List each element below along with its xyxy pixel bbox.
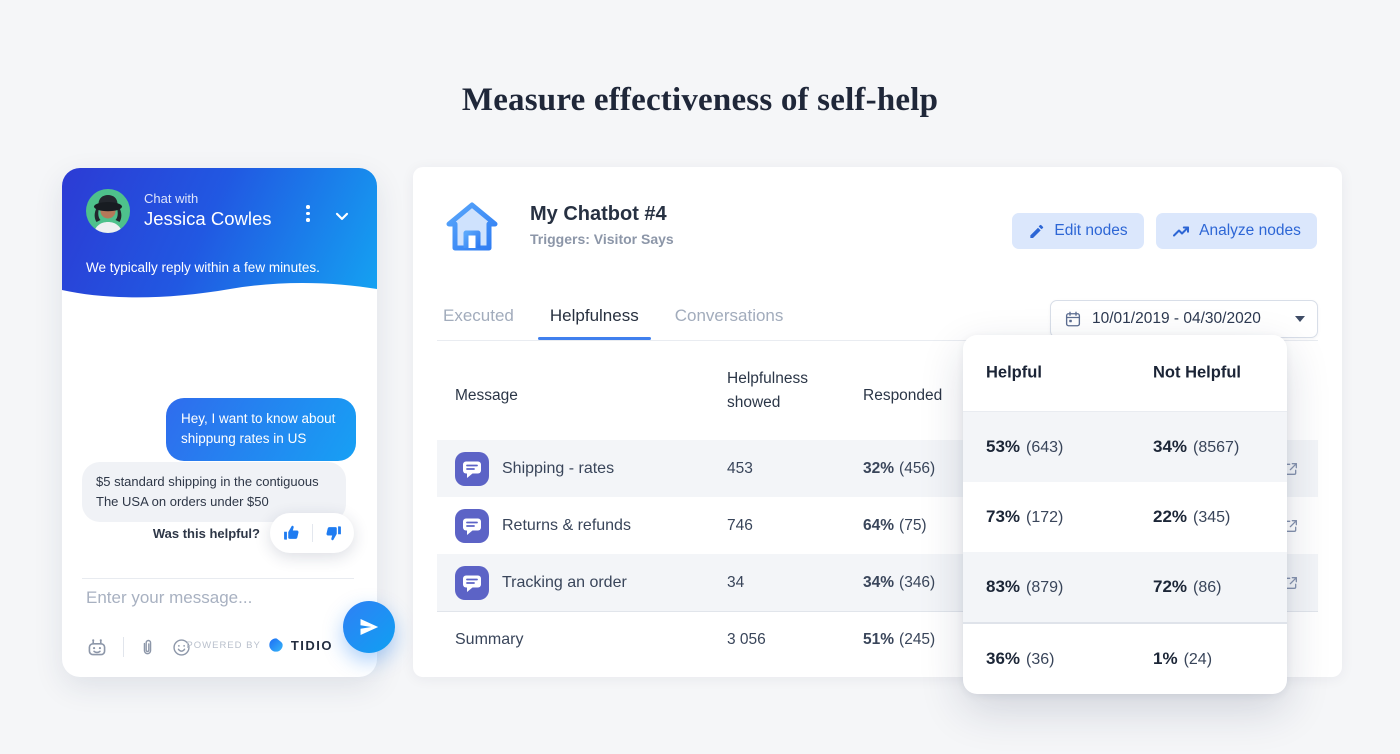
analyze-nodes-label: Analyze nodes (1199, 222, 1301, 239)
attachment-icon[interactable] (137, 637, 158, 658)
thumb-up-icon[interactable] (280, 521, 304, 545)
popover-row: 73% (172) 22% (345) (963, 482, 1287, 552)
edit-nodes-label: Edit nodes (1054, 222, 1128, 239)
helpful-value: 73% (172) (986, 507, 1064, 526)
thumb-down-icon[interactable] (321, 521, 345, 545)
bot-message-bubble: $5 standard shipping in the contiguous T… (82, 462, 346, 523)
tab-conversations[interactable]: Conversations (674, 306, 784, 325)
popover-row: 83% (879) 72% (86) (963, 552, 1287, 622)
helpful-value: 53% (643) (986, 437, 1064, 456)
feedback-prompt: Was this helpful? (152, 525, 260, 541)
summary-row: Summary 3 056 51% (245) (437, 611, 1318, 667)
popover-row: 53% (643) 34% (8567) (963, 412, 1287, 482)
message-name: Shipping - rates (502, 459, 615, 477)
agent-avatar (86, 189, 130, 233)
popover-column-not-helpful: Not Helpful (1153, 363, 1241, 382)
message-input[interactable] (84, 583, 304, 613)
helpfulness-popover: Helpful Not Helpful 53% (643) 34% (8567) 7… (963, 335, 1287, 694)
tabs-divider (437, 340, 1318, 341)
message-name: Returns & refunds (502, 516, 631, 534)
chevron-down-icon[interactable] (330, 204, 354, 231)
home-icon (443, 198, 501, 261)
calendar-icon (1065, 311, 1081, 327)
helpfulness-showed-value: 453 (727, 459, 753, 477)
pencil-icon (1030, 224, 1044, 238)
summary-label: Summary (455, 630, 524, 648)
responded-value: 32% (456) (863, 459, 936, 477)
column-header-helpfulness-showed: Helpfulness showed (727, 370, 808, 411)
chatbot-icon[interactable] (84, 634, 110, 660)
message-bubble-icon (455, 451, 489, 486)
emoji-icon[interactable] (171, 637, 192, 658)
agent-name: Jessica Cowles (144, 208, 272, 229)
tab-executed[interactable]: Executed (443, 306, 514, 325)
page-title: Measure effectiveness of self-help (461, 82, 939, 119)
feedback-pill (270, 513, 354, 553)
not-helpful-value: 1% (24) (1153, 648, 1213, 668)
chat-widget: Chat with Jessica Cowles We typically re… (62, 168, 395, 677)
not-helpful-value: 72% (86) (1153, 577, 1222, 596)
composer-toolbar (84, 634, 192, 660)
responded-value: 34% (346) (863, 573, 936, 591)
summary-showed-value: 3 056 (727, 630, 766, 648)
chat-status-message: We typically reply within a few minutes. (86, 260, 320, 275)
tab-helpfulness[interactable]: Helpfulness (537, 306, 651, 340)
responded-value: 64% (75) (863, 516, 927, 534)
popover-row-summary: 36% (36) 1% (24) (963, 622, 1287, 693)
popover-header: Helpful Not Helpful (963, 335, 1287, 412)
powered-by-label: POWERED BY (186, 639, 261, 651)
caret-down-icon (1295, 316, 1305, 322)
edit-nodes-button[interactable]: Edit nodes (1012, 213, 1144, 249)
date-range-value: 10/01/2019 - 04/30/2020 (1092, 310, 1261, 327)
helpfulness-showed-value: 746 (727, 516, 753, 534)
visitor-message-bubble: Hey, I want to know about shippung rates… (166, 398, 356, 461)
helpfulness-showed-value: 34 (727, 573, 745, 591)
tidio-logo-icon (268, 637, 284, 653)
tab-bar: Executed Helpfulness Conversations (443, 306, 784, 340)
chat-header: Chat with Jessica Cowles We typically re… (62, 168, 377, 300)
summary-responded-value: 51% (245) (863, 630, 936, 648)
message-name: Tracking an order (502, 573, 627, 591)
table-row[interactable]: Returns & refunds 746 64% (75) (437, 497, 1318, 554)
chat-pretitle: Chat with (144, 191, 199, 206)
column-header-message: Message (455, 387, 518, 404)
trend-icon (1173, 226, 1190, 237)
chatbot-title: My Chatbot #4 (530, 203, 667, 225)
message-bubble-icon (455, 508, 489, 543)
chatbot-subtitle: Triggers: Visitor Says (530, 231, 674, 247)
message-bubble-icon (455, 565, 489, 600)
toolbar-divider (123, 637, 124, 657)
popover-column-helpful: Helpful (986, 363, 1042, 382)
helpful-value: 83% (879) (986, 577, 1064, 596)
not-helpful-value: 22% (345) (1153, 507, 1231, 526)
date-range-picker[interactable]: 10/01/2019 - 04/30/2020 (1050, 300, 1318, 338)
analyze-nodes-button[interactable]: Analyze nodes (1156, 213, 1317, 249)
composer-divider (82, 578, 354, 579)
menu-kebab-icon[interactable] (302, 201, 314, 226)
wave-decoration (62, 282, 377, 300)
brand-name: TIDIO (290, 637, 333, 653)
pill-divider (311, 524, 313, 542)
not-helpful-value: 34% (8567) (1153, 437, 1240, 456)
send-icon (360, 619, 379, 635)
feedback-row: Was this helpful? (82, 513, 354, 553)
helpful-value: 36% (36) (986, 648, 1055, 668)
powered-by: POWERED BY TIDIO (186, 637, 333, 653)
column-header-responded: Responded (863, 387, 943, 404)
send-button[interactable] (343, 601, 395, 653)
